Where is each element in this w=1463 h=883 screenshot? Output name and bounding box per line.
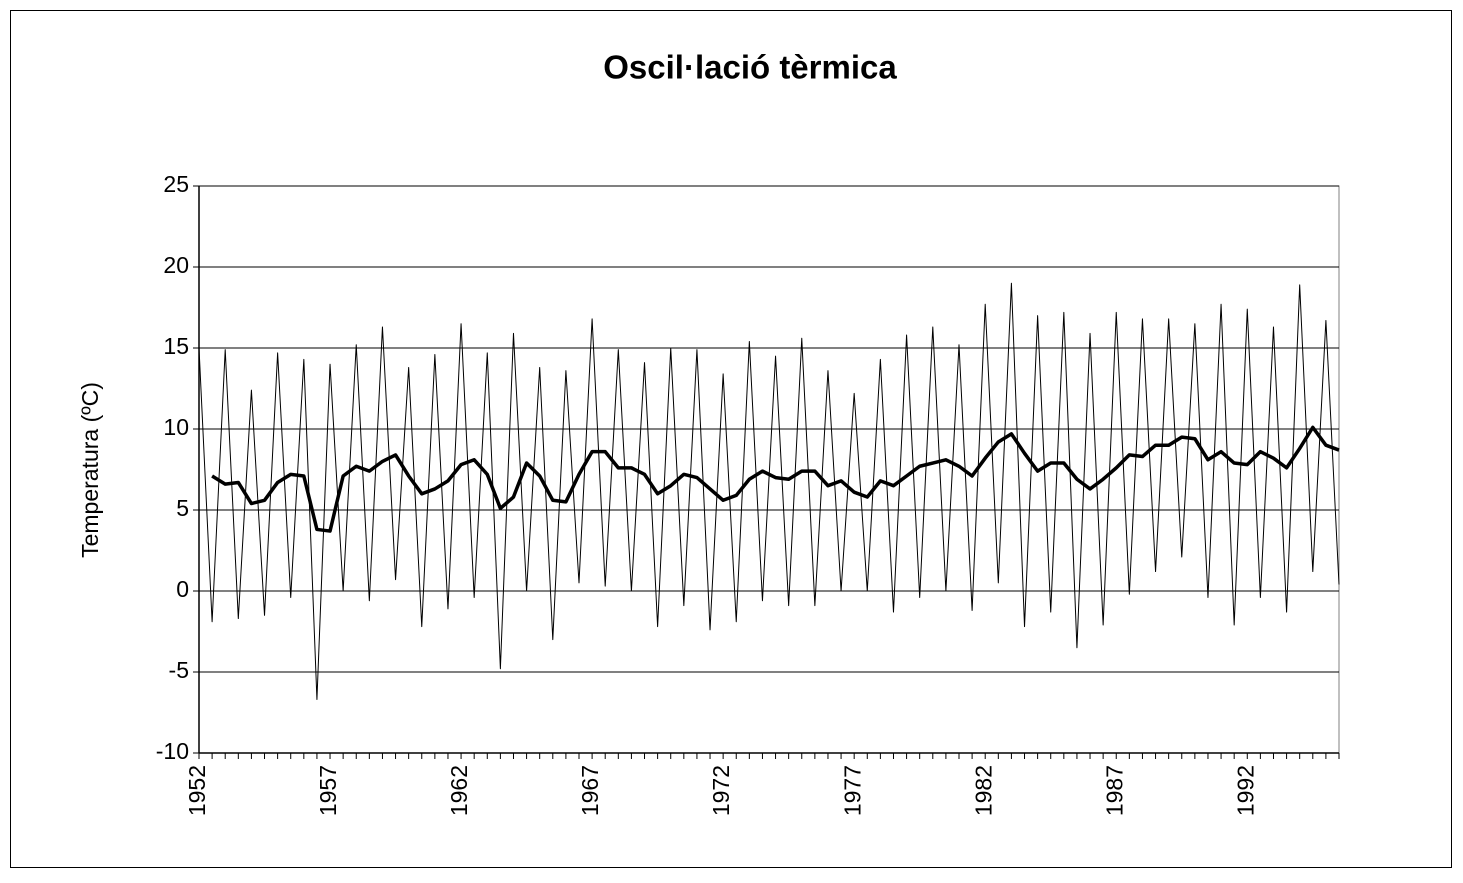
- line-series: [211, 425, 1340, 533]
- x-tick-label: 1962: [446, 765, 472, 816]
- y-tick-label: -5: [169, 657, 189, 683]
- x-tick-label: 1972: [708, 765, 734, 816]
- y-tick-label: 20: [163, 252, 189, 278]
- chart-border: [10, 10, 1452, 868]
- y-tick-label: 10: [163, 414, 189, 440]
- x-tick-label: 1952: [184, 765, 210, 816]
- x-tick-label: 1977: [839, 765, 865, 816]
- y-tick-label: 5: [176, 495, 189, 521]
- y-tick-label: 0: [176, 576, 189, 602]
- x-tick-label: 1987: [1101, 765, 1127, 816]
- y-tick-label: -10: [156, 738, 189, 764]
- chart-title: Oscil·lació tèrmica: [603, 49, 897, 86]
- x-tick-label: 1957: [315, 765, 341, 816]
- line-series: [198, 282, 1340, 701]
- x-tick-label: 1967: [577, 765, 603, 816]
- y-tick-label: 15: [163, 333, 189, 359]
- x-tick-label: 1992: [1232, 765, 1258, 816]
- y-tick-label: 25: [163, 171, 189, 197]
- y-axis-label: Temperatura (ºC): [77, 382, 103, 558]
- x-tick-label: 1982: [970, 765, 996, 816]
